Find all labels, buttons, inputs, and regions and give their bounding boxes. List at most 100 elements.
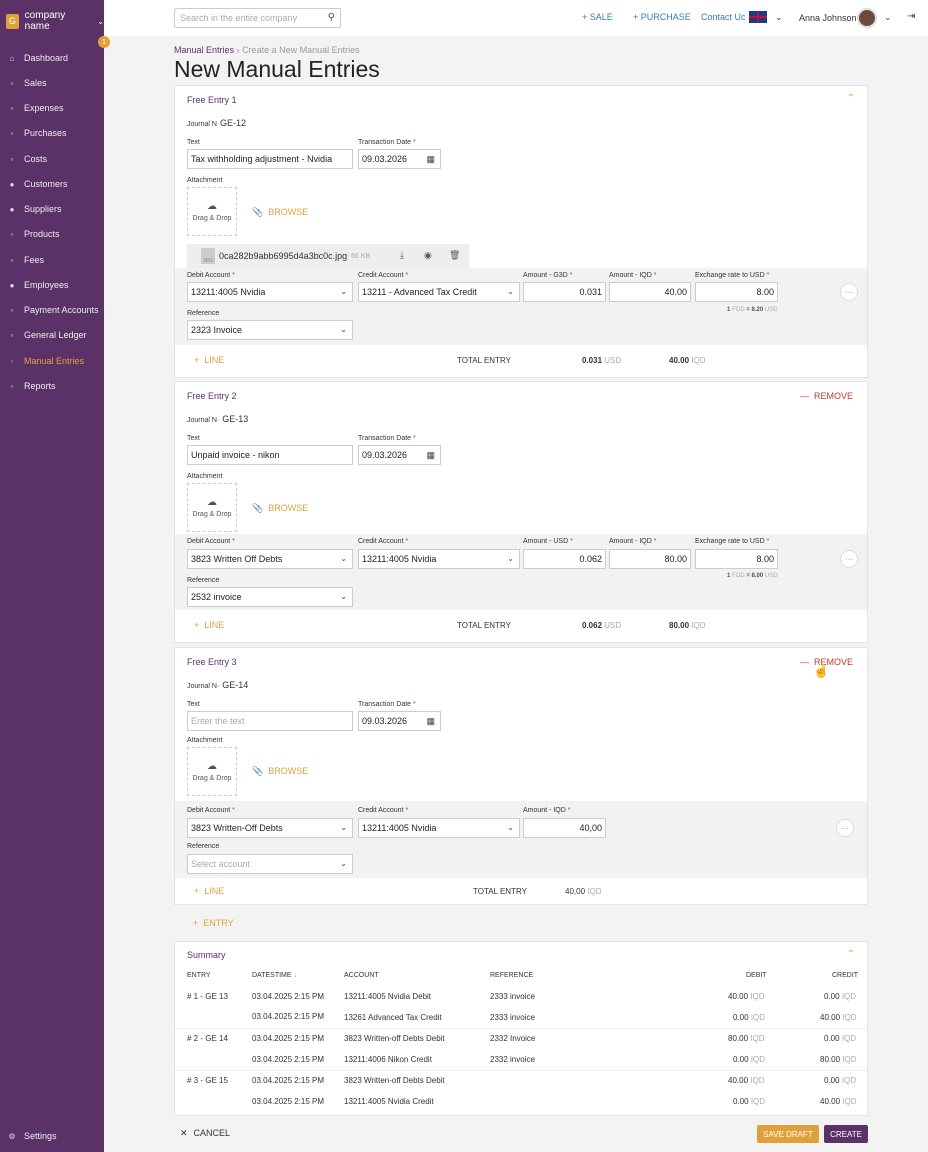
browse-button[interactable]: 📎 BROWSE (252, 503, 308, 514)
text-input[interactable]: Tax withholding adjustment - Nvidia (187, 149, 353, 169)
label-text: Transaction Date (358, 435, 412, 442)
sidebar-item-purchases[interactable]: ▫ Purchases (0, 123, 104, 143)
save-draft-button[interactable]: SAVE DRAFT (757, 1125, 819, 1143)
entry-title[interactable]: Free Entry 1 (187, 95, 237, 105)
amount-iqd-input[interactable]: 40,00 (523, 818, 606, 838)
line-options-icon[interactable]: ⋯ (840, 283, 858, 301)
credit-account-select[interactable]: 13211:4005 Nvidia ⌄ (358, 818, 520, 838)
transaction-date-input[interactable]: 09.03.2026 ▦ (358, 149, 441, 169)
sidebar-item-suppliers[interactable]: ● Suppliers (0, 199, 104, 219)
calendar-icon[interactable]: ▦ (426, 716, 435, 726)
logout-icon[interactable]: ⇥ (907, 11, 916, 22)
text-input[interactable]: Unpaid invoice - nikon (187, 445, 353, 465)
uk-flag-icon[interactable] (749, 11, 767, 23)
search-input[interactable]: Search in the entire company ⚲ (174, 8, 341, 28)
sidebar-item-label: Suppliers (24, 204, 62, 214)
credit-account-select[interactable]: 13211 - Advanced Tax Credit ⌄ (358, 282, 520, 302)
sidebar-item-fees[interactable]: ▫ Fees (0, 250, 104, 270)
reference-select[interactable]: 2323 Invoice ⌄ (187, 320, 353, 340)
contact-us-link[interactable]: Contact Uc (701, 12, 746, 22)
calendar-icon[interactable]: ▦ (426, 154, 435, 164)
summary-debit: 0.00 IQD (733, 1013, 765, 1022)
exchange-rate-input[interactable]: 8.00 (695, 549, 778, 569)
select-value: 13211:4005 Nvidia (362, 554, 437, 564)
debit-account-select[interactable]: 3823 Written Off Debts ⌄ (187, 549, 353, 569)
new-purchase-button[interactable]: + PURCHASE (633, 12, 691, 22)
debit-account-select[interactable]: 13211:4005 Nvidia ⌄ (187, 282, 353, 302)
column-header-credit: CREDIT (832, 972, 859, 979)
sidebar-item-reports[interactable]: ▫ Reports (0, 376, 104, 396)
text-input[interactable]: Enter the text (187, 711, 353, 731)
amount-value: 0.00 (824, 1034, 840, 1043)
summary-datetime: 03.04.2025 2:15 PM (252, 1055, 325, 1064)
sidebar-item-general-ledger[interactable]: ▫ General Ledger (0, 325, 104, 345)
summary-account: 13261 Advanced Tax Credit (344, 1013, 442, 1022)
line-options-icon[interactable]: ⋯ (840, 550, 858, 568)
drag-drop-zone[interactable]: ☁ Drag & Drop (187, 483, 237, 532)
add-line-button[interactable]: + LINE (194, 620, 224, 630)
summary-title[interactable]: Summary (187, 950, 226, 960)
sidebar-item-settings[interactable]: ⚙ Settings (0, 1126, 104, 1146)
entry-card: Free Entry 1 ⌃ Journal N GE-12 Text Tax w… (174, 85, 868, 378)
line-options-icon[interactable]: ⋯ (836, 819, 854, 837)
user-name[interactable]: Anna Johnson (799, 13, 857, 23)
eye-icon[interactable]: ◉ (424, 250, 432, 260)
sidebar-item-sales[interactable]: ▫ Sales (0, 73, 104, 93)
sidebar-item-products[interactable]: ▫ Products (0, 224, 104, 244)
new-purchase-label: PURCHASE (640, 12, 691, 22)
currency-label: IQD (842, 1097, 857, 1106)
amount-iqd-input[interactable]: 40.00 (609, 282, 691, 302)
transaction-date-input[interactable]: 09.03.2026 ▦ (358, 445, 441, 465)
trash-icon[interactable]: 🗑 (449, 250, 461, 260)
sidebar-item-payment-accounts[interactable]: ▫ Payment Accounts (0, 300, 104, 320)
new-sale-button[interactable]: + SALE (582, 12, 613, 22)
credit-account-select[interactable]: 13211:4005 Nvidia ⌄ (358, 549, 520, 569)
cancel-button[interactable]: ✕ CANCEL (180, 1128, 230, 1139)
chevron-down-icon: ⌄ (340, 859, 347, 868)
entry-title[interactable]: Free Entry 2 (187, 391, 237, 401)
browse-button[interactable]: 📎 BROWSE (252, 207, 308, 218)
amount-usd-input[interactable]: 0.062 (523, 549, 606, 569)
remove-entry-button[interactable]: — REMOVE (800, 657, 853, 667)
company-switcher[interactable]: G company name ⌄ (6, 10, 104, 32)
sidebar-item-expenses[interactable]: ▫ Expenses (0, 98, 104, 118)
debit-account-select[interactable]: 3823 Written-Off Debts ⌄ (187, 818, 353, 838)
column-header-entry: ENTRY (187, 972, 211, 979)
column-header-datetime[interactable]: DATESTIME ↓ (252, 972, 297, 979)
drag-drop-zone[interactable]: ☁ Drag & Drop (187, 187, 237, 236)
chevron-down-icon[interactable]: ⌄ (775, 12, 783, 22)
notification-badge[interactable]: 1 (98, 36, 110, 48)
add-line-button[interactable]: + LINE (194, 355, 224, 365)
sidebar-item-dashboard[interactable]: ⌂ Dashboard (0, 48, 104, 68)
entry-line: Debit Account * 3823 Written-Off Debts ⌄ … (175, 801, 867, 878)
entry-title[interactable]: Free Entry 3 (187, 657, 237, 667)
chevron-down-icon[interactable]: ⌄ (884, 12, 892, 22)
calendar-icon[interactable]: ▦ (426, 450, 435, 460)
label-text: Amount - IQD (523, 807, 566, 814)
sidebar-item-customers[interactable]: ● Customers (0, 174, 104, 194)
exchange-rate-input[interactable]: 8.00 (695, 282, 778, 302)
sidebar-item-manual-entries[interactable]: ▫ Manual Entries (0, 351, 104, 371)
entry-total-row: + LINE TOTAL ENTRY 0.062 USD 80.00 IQD (175, 610, 867, 642)
add-entry-button[interactable]: + ENTRY (193, 918, 234, 928)
chevron-up-icon[interactable]: ⌃ (846, 93, 855, 104)
chevron-up-icon[interactable]: ⌃ (846, 949, 855, 960)
add-line-button[interactable]: + LINE (194, 886, 224, 896)
remove-entry-button[interactable]: — REMOVE (800, 391, 853, 401)
amount-usd-input[interactable]: 0.031 (523, 282, 606, 302)
reference-select[interactable]: Select account ⌄ (187, 854, 353, 874)
create-button[interactable]: CREATE (824, 1125, 868, 1143)
search-icon[interactable]: ⚲ (327, 12, 335, 23)
reference-select[interactable]: 2532 invoice ⌄ (187, 587, 353, 607)
drag-drop-zone[interactable]: ☁ Drag & Drop (187, 747, 237, 796)
download-icon[interactable]: ⤓ (400, 250, 404, 260)
plus-icon: + (194, 886, 200, 896)
sidebar-item-employees[interactable]: ● Employees (0, 275, 104, 295)
sidebar-item-costs[interactable]: ▫ Costs (0, 149, 104, 169)
transaction-date-input[interactable]: 09.03.2026 ▦ (358, 711, 441, 731)
currency-label: IQD (750, 1055, 766, 1064)
browse-button[interactable]: 📎 BROWSE (252, 766, 308, 777)
amount-iqd-input[interactable]: 80.00 (609, 549, 691, 569)
breadcrumb-parent[interactable]: Manual Entries (174, 45, 235, 55)
avatar[interactable] (857, 8, 877, 28)
